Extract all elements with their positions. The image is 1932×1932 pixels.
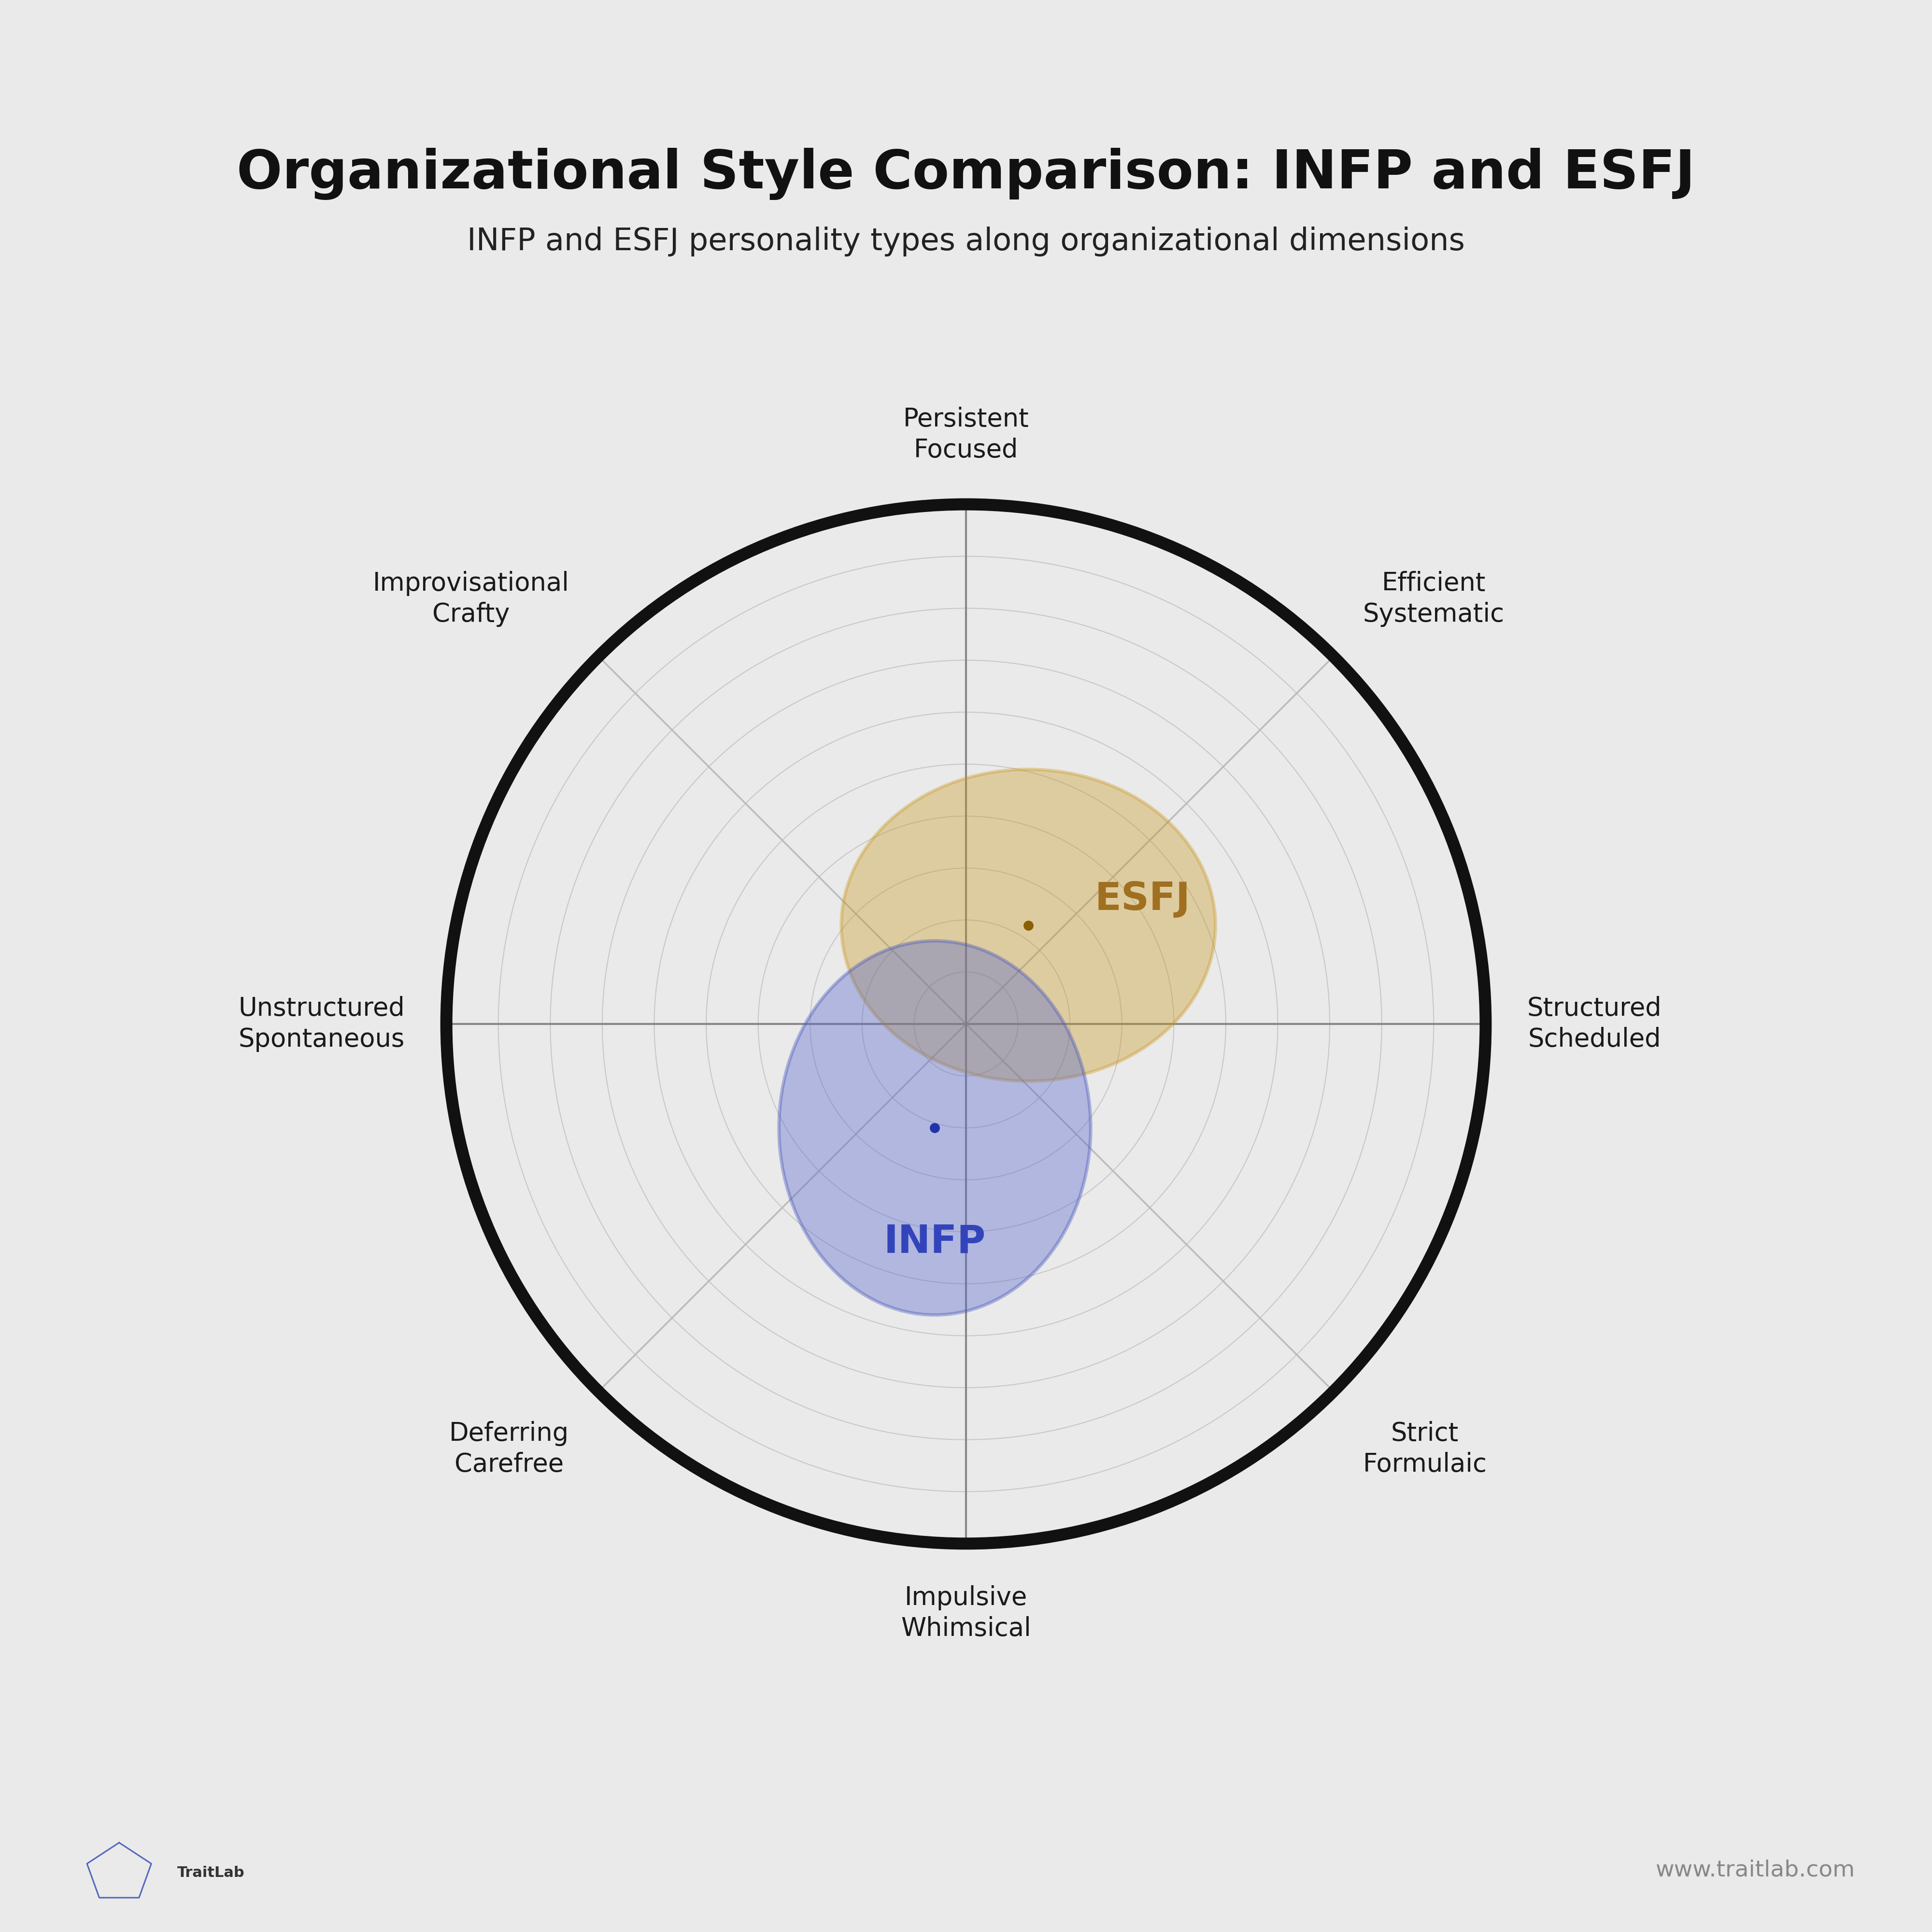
- Text: INFP and ESFJ personality types along organizational dimensions: INFP and ESFJ personality types along or…: [468, 226, 1464, 257]
- Text: INFP: INFP: [883, 1223, 985, 1262]
- Text: Structured
Scheduled: Structured Scheduled: [1526, 995, 1662, 1053]
- Text: www.traitlab.com: www.traitlab.com: [1656, 1859, 1855, 1882]
- Text: Impulsive
Whimsical: Impulsive Whimsical: [900, 1584, 1032, 1642]
- Ellipse shape: [840, 769, 1215, 1082]
- Text: Improvisational
Crafty: Improvisational Crafty: [373, 572, 570, 628]
- Text: Strict
Formulaic: Strict Formulaic: [1362, 1420, 1488, 1476]
- Text: Organizational Style Comparison: INFP and ESFJ: Organizational Style Comparison: INFP an…: [238, 149, 1694, 201]
- Ellipse shape: [779, 941, 1092, 1316]
- Text: Deferring
Carefree: Deferring Carefree: [450, 1420, 570, 1476]
- Text: Efficient
Systematic: Efficient Systematic: [1362, 572, 1505, 628]
- Text: TraitLab: TraitLab: [178, 1866, 245, 1880]
- Text: Unstructured
Spontaneous: Unstructured Spontaneous: [238, 995, 406, 1053]
- Text: ESFJ: ESFJ: [1095, 881, 1190, 918]
- Text: Persistent
Focused: Persistent Focused: [902, 406, 1030, 464]
